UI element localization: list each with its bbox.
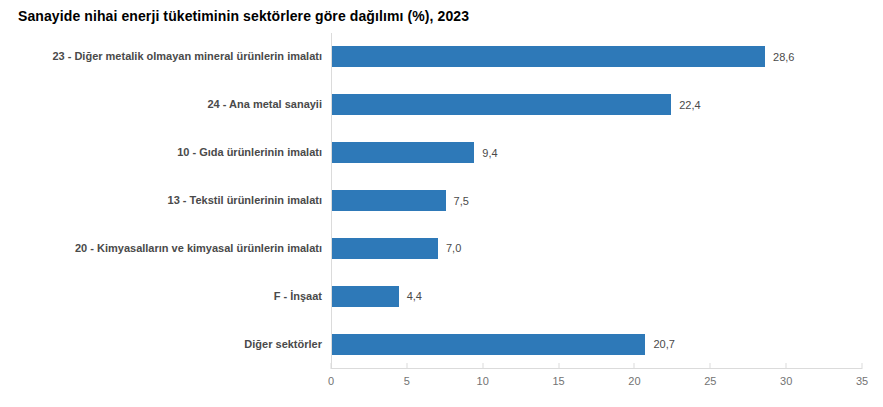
bar-track: 20,7 xyxy=(331,320,862,368)
chart-row: 24 - Ana metal sanayii 22,4 xyxy=(0,81,883,129)
bar-chart: 23 - Diğer metalik olmayan mineral ürünl… xyxy=(0,33,883,392)
category-label: 23 - Diğer metalik olmayan mineral ürünl… xyxy=(52,49,322,64)
category-label: 10 - Gıda ürünlerinin imalatı xyxy=(177,145,322,160)
category-label-cell: F - İnşaat xyxy=(0,272,331,320)
axis-tick-mark xyxy=(786,363,787,369)
axis-tick-mark xyxy=(331,363,332,369)
value-label: 7,0 xyxy=(446,242,461,254)
bar xyxy=(332,190,446,211)
axis-tick-label: 0 xyxy=(328,375,334,387)
category-label: 24 - Ana metal sanayii xyxy=(207,97,322,112)
chart-plot-area: 23 - Diğer metalik olmayan mineral ürünl… xyxy=(0,33,883,368)
category-label: 20 - Kimyasalların ve kimyasal ürünlerin… xyxy=(75,241,322,256)
chart-row: 10 - Gıda ürünlerinin imalatı 9,4 xyxy=(0,129,883,177)
bar xyxy=(332,286,399,307)
value-label: 20,7 xyxy=(653,338,674,350)
bar-track: 22,4 xyxy=(331,81,862,129)
axis-tick-mark xyxy=(862,363,863,369)
axis-tick-label: 5 xyxy=(404,375,410,387)
value-label: 4,4 xyxy=(407,290,422,302)
axis-tick-label: 25 xyxy=(704,375,716,387)
chart-title: Sanayide nihai enerji tüketiminin sektör… xyxy=(0,0,883,25)
chart-row: 20 - Kimyasalların ve kimyasal ürünlerin… xyxy=(0,224,883,272)
axis-tick-label: 30 xyxy=(780,375,792,387)
bar-track: 7,5 xyxy=(331,177,862,225)
bar-track: 28,6 xyxy=(331,33,862,81)
bar xyxy=(332,94,671,115)
chart-row: 13 - Tekstil ürünlerinin imalatı 7,5 xyxy=(0,177,883,225)
value-label: 22,4 xyxy=(679,99,700,111)
category-label-cell: 13 - Tekstil ürünlerinin imalatı xyxy=(0,177,331,225)
category-label-cell: Diğer sektörler xyxy=(0,320,331,368)
category-label-cell: 10 - Gıda ürünlerinin imalatı xyxy=(0,129,331,177)
category-label-cell: 23 - Diğer metalik olmayan mineral ürünl… xyxy=(0,33,331,81)
bar-track: 4,4 xyxy=(331,272,862,320)
axis-tick-label: 35 xyxy=(856,375,868,387)
category-label: 13 - Tekstil ürünlerinin imalatı xyxy=(168,193,322,208)
axis-tick-label: 20 xyxy=(628,375,640,387)
category-label-cell: 20 - Kimyasalların ve kimyasal ürünlerin… xyxy=(0,224,331,272)
chart-canvas: Sanayide nihai enerji tüketiminin sektör… xyxy=(0,0,883,407)
bar-track: 7,0 xyxy=(331,224,862,272)
axis-tick-mark xyxy=(634,363,635,369)
axis-tick-label: 10 xyxy=(477,375,489,387)
chart-row: 23 - Diğer metalik olmayan mineral ürünl… xyxy=(0,33,883,81)
bar xyxy=(332,334,645,355)
chart-row: F - İnşaat 4,4 xyxy=(0,272,883,320)
bar xyxy=(332,46,765,67)
axis-tick-label: 15 xyxy=(552,375,564,387)
axis-tick-mark xyxy=(482,363,483,369)
chart-row: Diğer sektörler 20,7 xyxy=(0,320,883,368)
bar-track: 9,4 xyxy=(331,129,862,177)
axis-tick-mark xyxy=(406,363,407,369)
bar xyxy=(332,142,474,163)
category-label: Diğer sektörler xyxy=(244,337,322,352)
x-axis: 05101520253035 xyxy=(331,368,862,392)
axis-tick-mark xyxy=(558,363,559,369)
value-label: 7,5 xyxy=(454,195,469,207)
value-label: 9,4 xyxy=(482,147,497,159)
axis-tick-mark xyxy=(710,363,711,369)
category-label: F - İnşaat xyxy=(274,289,322,304)
value-label: 28,6 xyxy=(773,51,794,63)
bar xyxy=(332,238,438,259)
category-label-cell: 24 - Ana metal sanayii xyxy=(0,81,331,129)
